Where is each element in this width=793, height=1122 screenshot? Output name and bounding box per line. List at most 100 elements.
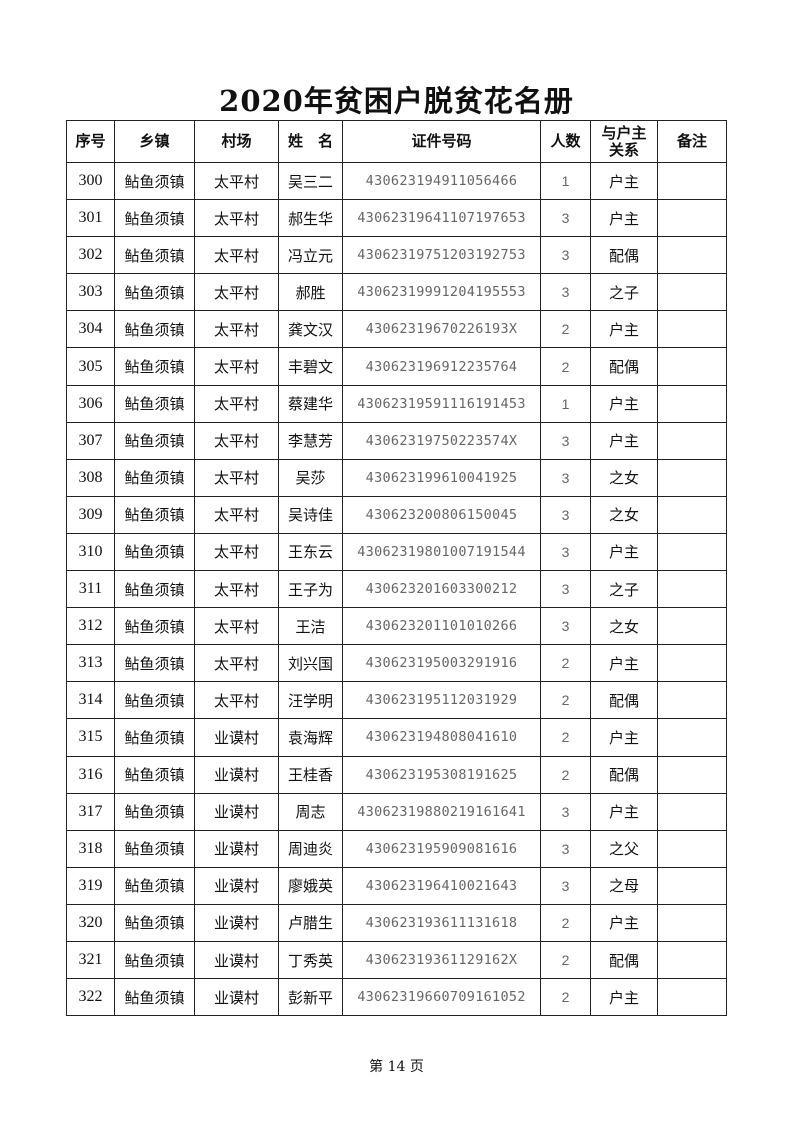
cell-remarks (657, 161, 727, 201)
cell-remarks (657, 829, 727, 868)
table-row: 301 鲇鱼须镇 太平村 郝生华 43062319641107197653 3 户主 (66, 199, 727, 238)
cell-township: 鲇鱼须镇 (114, 310, 195, 349)
table-row: 308 鲇鱼须镇 太平村 吴莎 430623199610041925 3 之女 (66, 458, 727, 497)
cell-id: 430623196410021643 (342, 866, 541, 905)
cell-relation: 之女 (590, 607, 658, 646)
cell-count: 2 (540, 681, 591, 720)
cell-id: 43062319751203192753 (342, 236, 541, 275)
cell-remarks (657, 718, 727, 757)
cell-village: 太平村 (194, 273, 279, 312)
table-row: 302 鲇鱼须镇 太平村 冯立元 43062319751203192753 3 配偶 (66, 236, 727, 275)
cell-seq: 320 (66, 903, 115, 942)
cell-count: 2 (540, 940, 591, 980)
cell-township: 鲇鱼须镇 (114, 421, 195, 460)
cell-township: 鲇鱼须镇 (114, 347, 195, 386)
cell-seq: 322 (66, 978, 115, 1017)
cell-seq: 317 (66, 792, 115, 831)
cell-name: 袁海辉 (278, 718, 343, 757)
table-row: 322 鲇鱼须镇 业谟村 彭新平 43062319660709161052 2 户主 (66, 978, 727, 1017)
cell-village: 业谟村 (194, 940, 279, 980)
header-seq: 序号 (66, 120, 115, 163)
cell-id: 430623201101010266 (342, 607, 541, 646)
cell-relation: 户主 (590, 384, 658, 423)
cell-id: 430623194808041610 (342, 718, 541, 757)
cell-remarks (657, 273, 727, 312)
cell-village: 业谟村 (194, 978, 279, 1017)
cell-relation: 之子 (590, 570, 658, 609)
table-row: 310 鲇鱼须镇 太平村 王东云 43062319801007191544 3 户主 (66, 532, 727, 572)
cell-remarks (657, 384, 727, 423)
cell-relation: 之子 (590, 273, 658, 312)
header-village: 村场 (194, 120, 279, 163)
cell-name: 吴三二 (278, 161, 343, 201)
page-number: 第 14 页 (369, 1059, 424, 1075)
header-remarks: 备注 (657, 120, 727, 163)
cell-relation: 户主 (590, 978, 658, 1017)
cell-seq: 319 (66, 866, 115, 905)
header-id-number: 证件号码 (342, 120, 541, 163)
cell-relation: 户主 (590, 532, 658, 572)
cell-remarks (657, 978, 727, 1017)
header-relation: 与户主 关系 (590, 120, 658, 163)
cell-count: 1 (540, 384, 591, 423)
cell-seq: 313 (66, 644, 115, 683)
cell-name: 王东云 (278, 532, 343, 572)
cell-name: 吴诗佳 (278, 495, 343, 534)
cell-id: 43062319641107197653 (342, 199, 541, 238)
cell-relation: 户主 (590, 718, 658, 757)
cell-village: 太平村 (194, 607, 279, 646)
cell-count: 1 (540, 161, 591, 201)
cell-remarks (657, 495, 727, 534)
page-title: 2020年贫困户脱贫花名册 (219, 84, 574, 118)
table-row: 313 鲇鱼须镇 太平村 刘兴国 430623195003291916 2 户主 (66, 644, 727, 683)
cell-count: 2 (540, 755, 591, 794)
cell-name: 蔡建华 (278, 384, 343, 423)
cell-count: 3 (540, 607, 591, 646)
cell-id: 430623194911056466 (342, 161, 541, 201)
cell-id: 430623195112031929 (342, 681, 541, 720)
cell-seq: 300 (66, 161, 115, 201)
table-row: 305 鲇鱼须镇 太平村 丰碧文 430623196912235764 2 配偶 (66, 347, 727, 386)
cell-township: 鲇鱼须镇 (114, 570, 195, 609)
cell-relation: 配偶 (590, 681, 658, 720)
cell-township: 鲇鱼须镇 (114, 792, 195, 831)
cell-name: 卢腊生 (278, 903, 343, 942)
cell-relation: 配偶 (590, 755, 658, 794)
cell-village: 太平村 (194, 199, 279, 238)
cell-count: 2 (540, 644, 591, 683)
cell-township: 鲇鱼须镇 (114, 718, 195, 757)
cell-count: 2 (540, 978, 591, 1017)
cell-relation: 户主 (590, 644, 658, 683)
cell-township: 鲇鱼须镇 (114, 161, 195, 201)
cell-count: 3 (540, 866, 591, 905)
cell-township: 鲇鱼须镇 (114, 681, 195, 720)
header-name: 姓 名 (278, 120, 343, 163)
header-row: 序号 乡镇 村场 姓 名 证件号码 人数 与户主 关系 备注 (66, 120, 727, 163)
cell-village: 业谟村 (194, 829, 279, 868)
cell-count: 2 (540, 903, 591, 942)
cell-township: 鲇鱼须镇 (114, 607, 195, 646)
cell-village: 太平村 (194, 495, 279, 534)
cell-relation: 配偶 (590, 940, 658, 980)
cell-id: 430623196912235764 (342, 347, 541, 386)
cell-id: 430623200806150045 (342, 495, 541, 534)
cell-count: 3 (540, 421, 591, 460)
cell-name: 郝胜 (278, 273, 343, 312)
table-row: 300 鲇鱼须镇 太平村 吴三二 430623194911056466 1 户主 (66, 161, 727, 201)
cell-seq: 314 (66, 681, 115, 720)
cell-count: 2 (540, 310, 591, 349)
cell-remarks (657, 421, 727, 460)
table-row: 306 鲇鱼须镇 太平村 蔡建华 43062319591116191453 1 户主 (66, 384, 727, 423)
header-count: 人数 (540, 120, 591, 163)
cell-township: 鲇鱼须镇 (114, 458, 195, 497)
cell-remarks (657, 532, 727, 572)
cell-relation: 户主 (590, 161, 658, 201)
cell-remarks (657, 607, 727, 646)
table-row: 315 鲇鱼须镇 业谟村 袁海辉 430623194808041610 2 户主 (66, 718, 727, 757)
cell-seq: 304 (66, 310, 115, 349)
table-row: 304 鲇鱼须镇 太平村 龚文汉 43062319670226193X 2 户主 (66, 310, 727, 349)
cell-relation: 户主 (590, 199, 658, 238)
cell-id: 43062319670226193X (342, 310, 541, 349)
cell-relation: 之女 (590, 458, 658, 497)
cell-seq: 312 (66, 607, 115, 646)
